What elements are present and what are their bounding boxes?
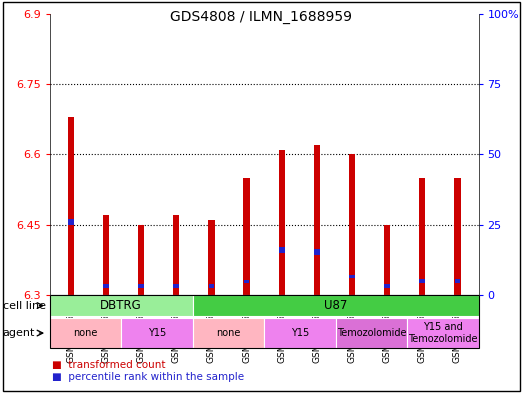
Bar — [138, 285, 144, 288]
Bar — [208, 220, 214, 295]
Bar — [314, 145, 320, 295]
Text: ■  percentile rank within the sample: ■ percentile rank within the sample — [52, 372, 244, 382]
Bar — [174, 285, 179, 288]
Bar — [279, 150, 285, 295]
Bar — [67, 117, 74, 295]
Text: agent: agent — [3, 328, 35, 338]
Bar — [138, 224, 144, 295]
Text: ■  transformed count: ■ transformed count — [52, 360, 166, 371]
Text: Y15: Y15 — [291, 328, 309, 338]
Bar — [68, 219, 74, 224]
Bar — [279, 247, 285, 253]
Bar — [419, 279, 425, 283]
Text: cell line: cell line — [3, 301, 46, 310]
Bar — [349, 275, 355, 278]
Text: Temozolomide: Temozolomide — [337, 328, 406, 338]
Bar — [173, 215, 179, 295]
Text: none: none — [216, 328, 241, 338]
Bar — [209, 285, 214, 288]
Text: GDS4808 / ILMN_1688959: GDS4808 / ILMN_1688959 — [170, 10, 353, 24]
Bar — [384, 224, 390, 295]
Bar — [103, 215, 109, 295]
Bar — [349, 154, 355, 295]
Bar — [243, 178, 249, 295]
Text: Y15: Y15 — [148, 328, 166, 338]
Bar — [103, 285, 109, 288]
Bar — [384, 285, 390, 288]
Bar — [419, 178, 426, 295]
Text: DBTRG: DBTRG — [100, 299, 142, 312]
Text: none: none — [73, 328, 98, 338]
Bar — [244, 280, 249, 283]
Bar — [454, 279, 460, 283]
Bar — [314, 249, 320, 255]
Text: Y15 and
Temozolomide: Y15 and Temozolomide — [408, 322, 477, 344]
Text: U87: U87 — [324, 299, 347, 312]
Bar — [454, 178, 461, 295]
